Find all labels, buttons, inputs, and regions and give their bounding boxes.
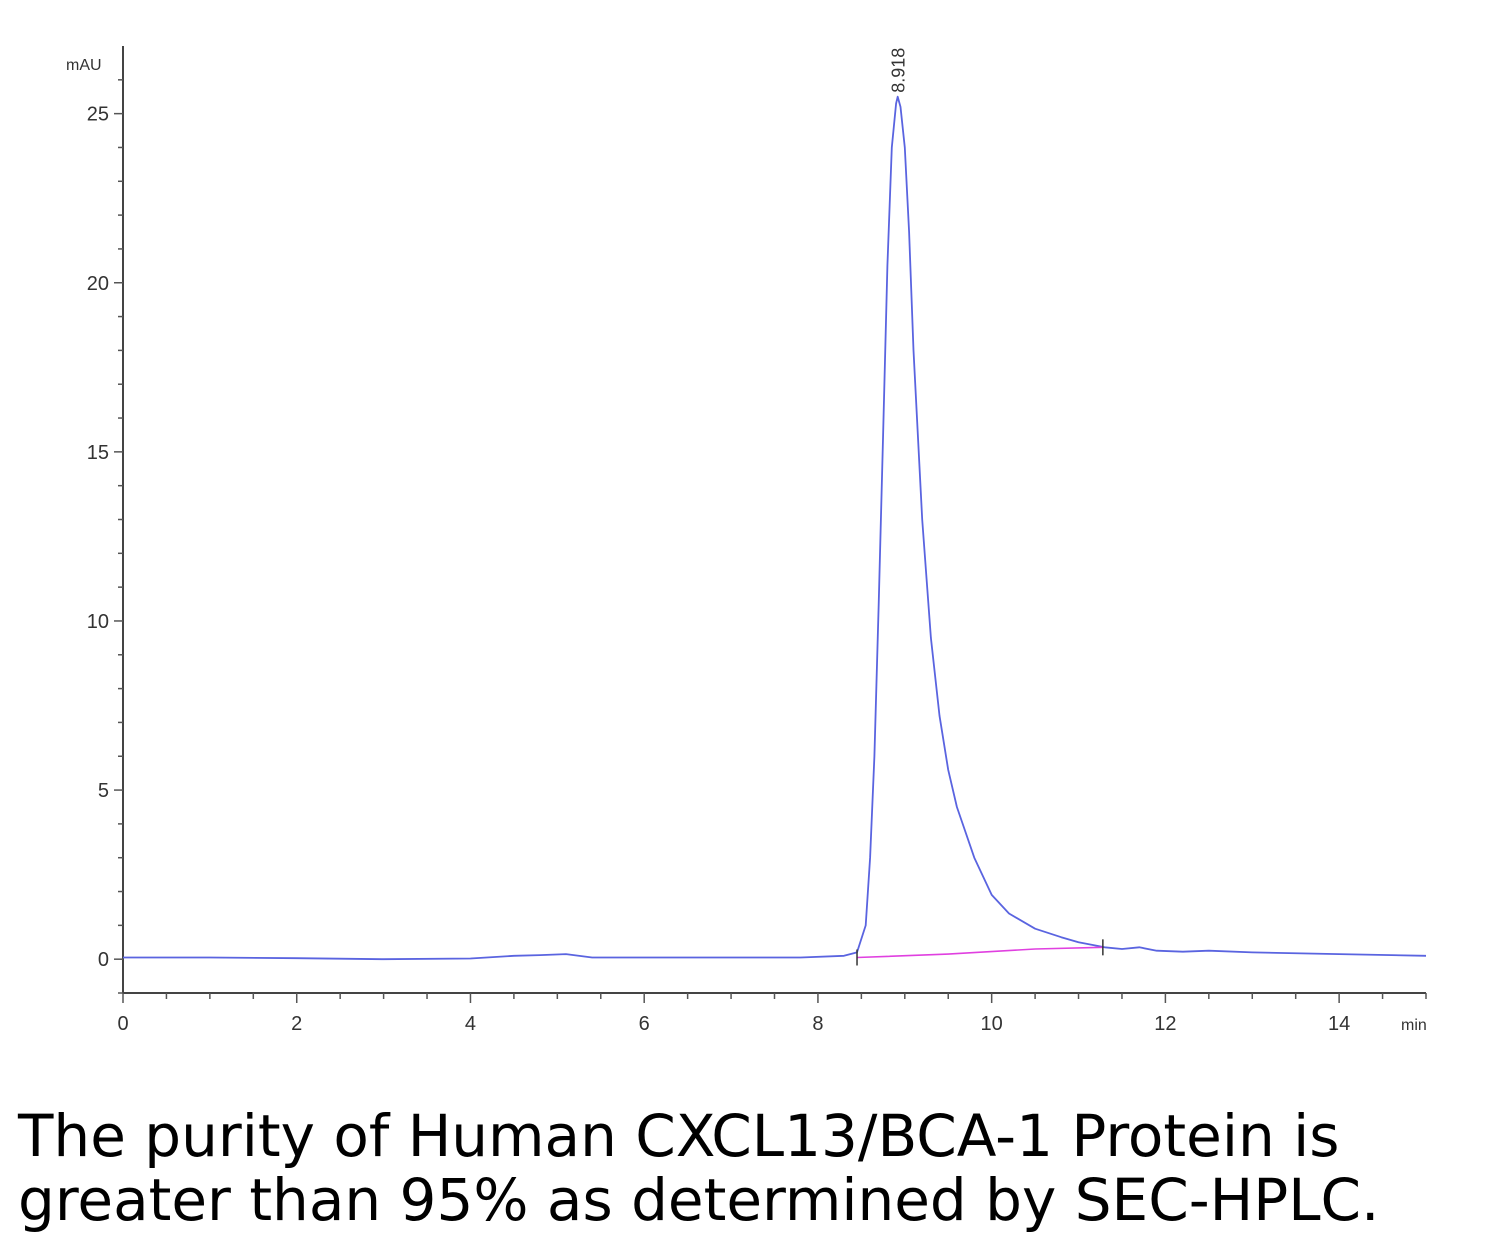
peak-retention-label: 8.918	[889, 48, 909, 93]
figure-caption: The purity of Human CXCL13/BCA-1 Protein…	[18, 1104, 1478, 1232]
caption-line-1: The purity of Human CXCL13/BCA-1 Protein…	[18, 1102, 1340, 1170]
y-tick-label: 10	[87, 611, 109, 633]
integration-markers	[856, 939, 1104, 966]
x-tick-label: 6	[639, 1013, 650, 1035]
tick-marks	[114, 79, 1427, 1003]
series-lines	[123, 95, 1427, 961]
y-tick-label: 25	[87, 104, 109, 126]
caption-line-2: greater than 95% as determined by SEC-HP…	[18, 1166, 1380, 1234]
y-tick-label: 0	[98, 949, 109, 971]
tick-labels: 0 5 10 15 20 25 0 2 4 6 8 10 12 14	[87, 104, 1351, 1035]
axes	[122, 46, 1426, 994]
y-tick-label: 15	[87, 442, 109, 464]
x-tick-label: 14	[1328, 1013, 1350, 1035]
x-axis-label: min	[1401, 1017, 1427, 1034]
x-tick-label: 4	[465, 1013, 476, 1035]
y-tick-label: 5	[98, 780, 109, 802]
chromatogram-trace	[123, 95, 1427, 961]
y-tick-label: 20	[87, 273, 109, 295]
baseline-trace	[856, 946, 1103, 959]
x-tick-label: 10	[981, 1013, 1003, 1035]
x-tick-label: 8	[812, 1013, 823, 1035]
y-axis-label: mAU	[66, 57, 102, 74]
x-tick-label: 12	[1154, 1013, 1176, 1035]
x-tick-label: 2	[291, 1013, 302, 1035]
chromatogram-chart: 0 5 10 15 20 25 0 2 4 6 8 10 12 14 mAU min 8.918	[66, 46, 1427, 1035]
x-tick-label: 0	[117, 1013, 128, 1035]
